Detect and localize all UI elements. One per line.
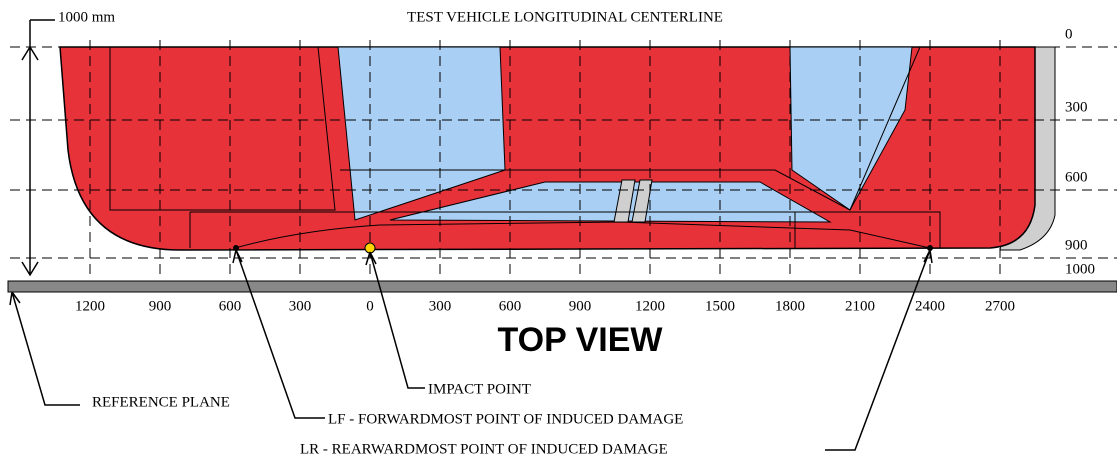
lateral-tick-label: 600 <box>1065 169 1088 185</box>
lr-point <box>927 245 933 251</box>
reference-plane-bar <box>7 280 1117 293</box>
scale-label: 1000 mm <box>58 9 115 25</box>
longitudinal-tick-label: 900 <box>569 298 592 314</box>
longitudinal-tick-label: 1200 <box>635 298 665 314</box>
impact-label: IMPACT POINT <box>428 381 531 397</box>
lf-leader <box>232 249 325 419</box>
longitudinal-tick-label: 300 <box>429 298 452 314</box>
longitudinal-tick-label: 2400 <box>915 298 945 314</box>
lateral-tick-label: 900 <box>1065 237 1088 253</box>
lateral-tick-label: 300 <box>1065 99 1088 115</box>
left-window <box>337 46 506 221</box>
lateral-tick-label: 0 <box>1065 26 1073 42</box>
vehicle <box>59 46 1056 251</box>
longitudinal-tick-label: 0 <box>366 298 374 314</box>
longitudinal-tick-label: 2100 <box>845 298 875 314</box>
lateral-tick-label: 1000 <box>1065 261 1095 277</box>
lr-label: LR - REARWARDMOST POINT OF INDUCED DAMAG… <box>300 441 668 457</box>
longitudinal-tick-label: 2700 <box>985 298 1015 314</box>
longitudinal-tick-label: 900 <box>149 298 172 314</box>
reference-plane-leader <box>9 291 80 406</box>
longitudinal-tick-label: 300 <box>289 298 312 314</box>
body-outlines <box>109 46 941 249</box>
view-label: TOP VIEW <box>497 321 663 359</box>
lr-leader <box>825 249 933 451</box>
longitudinal-tick-label: 1500 <box>705 298 735 314</box>
longitudinal-tick-label: 600 <box>499 298 522 314</box>
lf-label: LF - FORWARDMOST POINT OF INDUCED DAMAGE <box>328 411 683 427</box>
longitudinal-tick-label: 1200 <box>75 298 105 314</box>
lf-point <box>233 245 239 251</box>
scale-arrow <box>21 19 55 277</box>
impact-leader <box>365 251 425 389</box>
reference-plane-label: REFERENCE PLANE <box>92 394 230 410</box>
impact-marker <box>364 242 376 254</box>
longitudinal-tick-label: 1800 <box>775 298 805 314</box>
longitudinal-tick-label: 600 <box>219 298 242 314</box>
title: TEST VEHICLE LONGITUDINAL CENTERLINE <box>407 9 723 25</box>
grid <box>10 40 1117 280</box>
